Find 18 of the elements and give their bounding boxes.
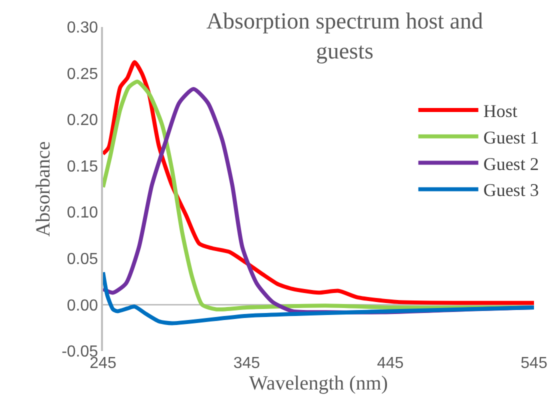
- y-tick-label: 0.15: [66, 158, 98, 176]
- y-tick-label: 0.10: [66, 204, 98, 222]
- x-axis-title: Wavelength (nm): [249, 372, 388, 394]
- legend-label: Guest 1: [483, 127, 539, 148]
- y-tick-label: 0.20: [66, 112, 98, 130]
- legend-label: Host: [483, 101, 518, 122]
- y-axis-title: Absorbance: [32, 141, 55, 237]
- y-tick-label: 0.25: [66, 66, 98, 83]
- legend-label: Guest 3: [483, 180, 539, 200]
- line-series: [103, 270, 534, 326]
- x-tick-label: 345: [233, 355, 260, 372]
- legend-label: Guest 2: [483, 154, 539, 174]
- y-tick-label: 0.00: [66, 297, 98, 314]
- x-tick-label: 545: [520, 355, 548, 372]
- chart-title: Absorption spectrum host and guests: [206, 8, 484, 64]
- x-tick-label: 445: [376, 355, 404, 372]
- y-tick-label: 0.05: [66, 251, 98, 268]
- y-tick-label: 0.30: [66, 20, 98, 37]
